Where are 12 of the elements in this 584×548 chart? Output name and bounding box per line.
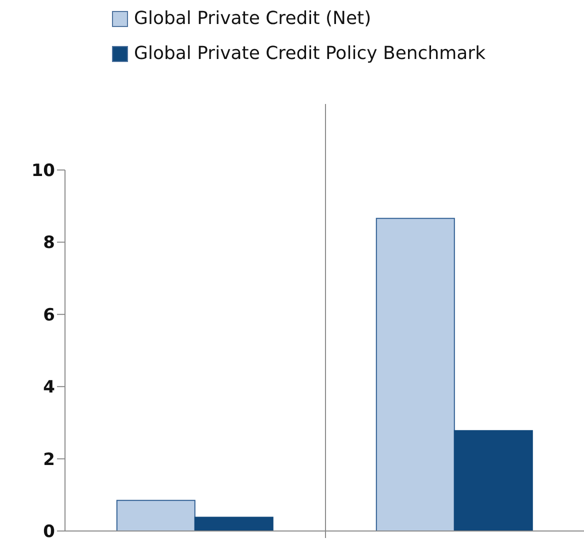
y-tick-label: 10 xyxy=(31,161,56,182)
bar xyxy=(376,218,455,531)
y-tick-label: 2 xyxy=(43,450,55,470)
y-tick-label: 6 xyxy=(43,305,55,326)
legend-label: Global Private Credit Policy Benchmark xyxy=(134,43,486,64)
y-tick-label: 0 xyxy=(43,522,56,542)
y-tick-label: 4 xyxy=(43,378,56,398)
legend-label: Global Private Credit (Net) xyxy=(134,8,372,29)
bar xyxy=(454,430,533,531)
bar xyxy=(194,516,274,531)
y-tick-label: 8 xyxy=(43,233,55,254)
bar xyxy=(116,500,196,531)
